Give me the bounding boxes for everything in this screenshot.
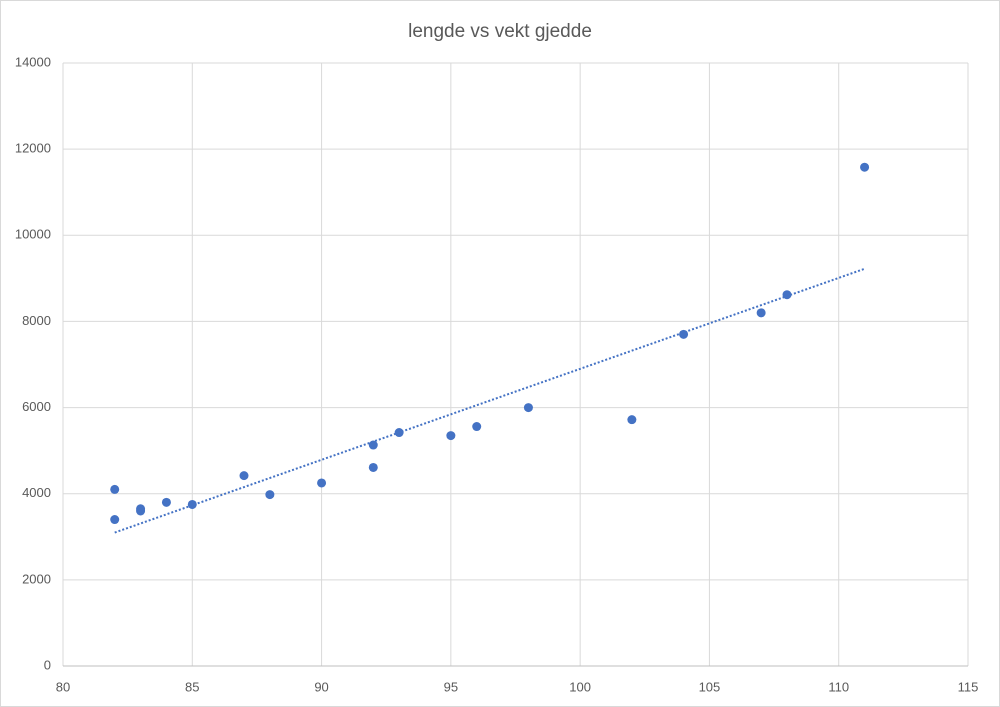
y-tick-label: 2000 (22, 571, 51, 586)
y-tick-label: 0 (44, 657, 51, 672)
point (368, 440, 378, 450)
x-tick-label: 105 (699, 679, 721, 694)
point (782, 290, 792, 300)
point (446, 431, 456, 441)
x-tick-label: 100 (569, 679, 591, 694)
x-tick-label: 110 (828, 679, 849, 694)
point (110, 515, 120, 525)
point (161, 497, 171, 507)
point (187, 499, 197, 509)
trendline (114, 267, 865, 534)
point (136, 506, 146, 516)
point (110, 484, 120, 494)
x-tick-label: 115 (958, 679, 979, 694)
point (239, 471, 249, 481)
point (679, 329, 689, 339)
point (523, 403, 533, 413)
point (265, 490, 275, 500)
point (627, 415, 637, 425)
y-tick-label: 4000 (22, 485, 51, 500)
point (756, 308, 766, 318)
y-tick-label: 10000 (15, 227, 51, 242)
x-tick-label: 80 (56, 679, 70, 694)
chart-title: lengde vs vekt gjedde (408, 21, 592, 42)
y-tick-label: 14000 (15, 54, 51, 69)
point (860, 162, 870, 172)
y-tick-label: 12000 (15, 141, 51, 156)
x-tick-label: 90 (314, 679, 328, 694)
point (472, 422, 482, 432)
point (317, 478, 327, 488)
y-tick-label: 6000 (22, 399, 51, 414)
x-tick-label: 85 (185, 679, 199, 694)
y-tick-label: 8000 (22, 313, 51, 328)
x-tick-label: 95 (444, 679, 458, 694)
point (368, 462, 378, 472)
